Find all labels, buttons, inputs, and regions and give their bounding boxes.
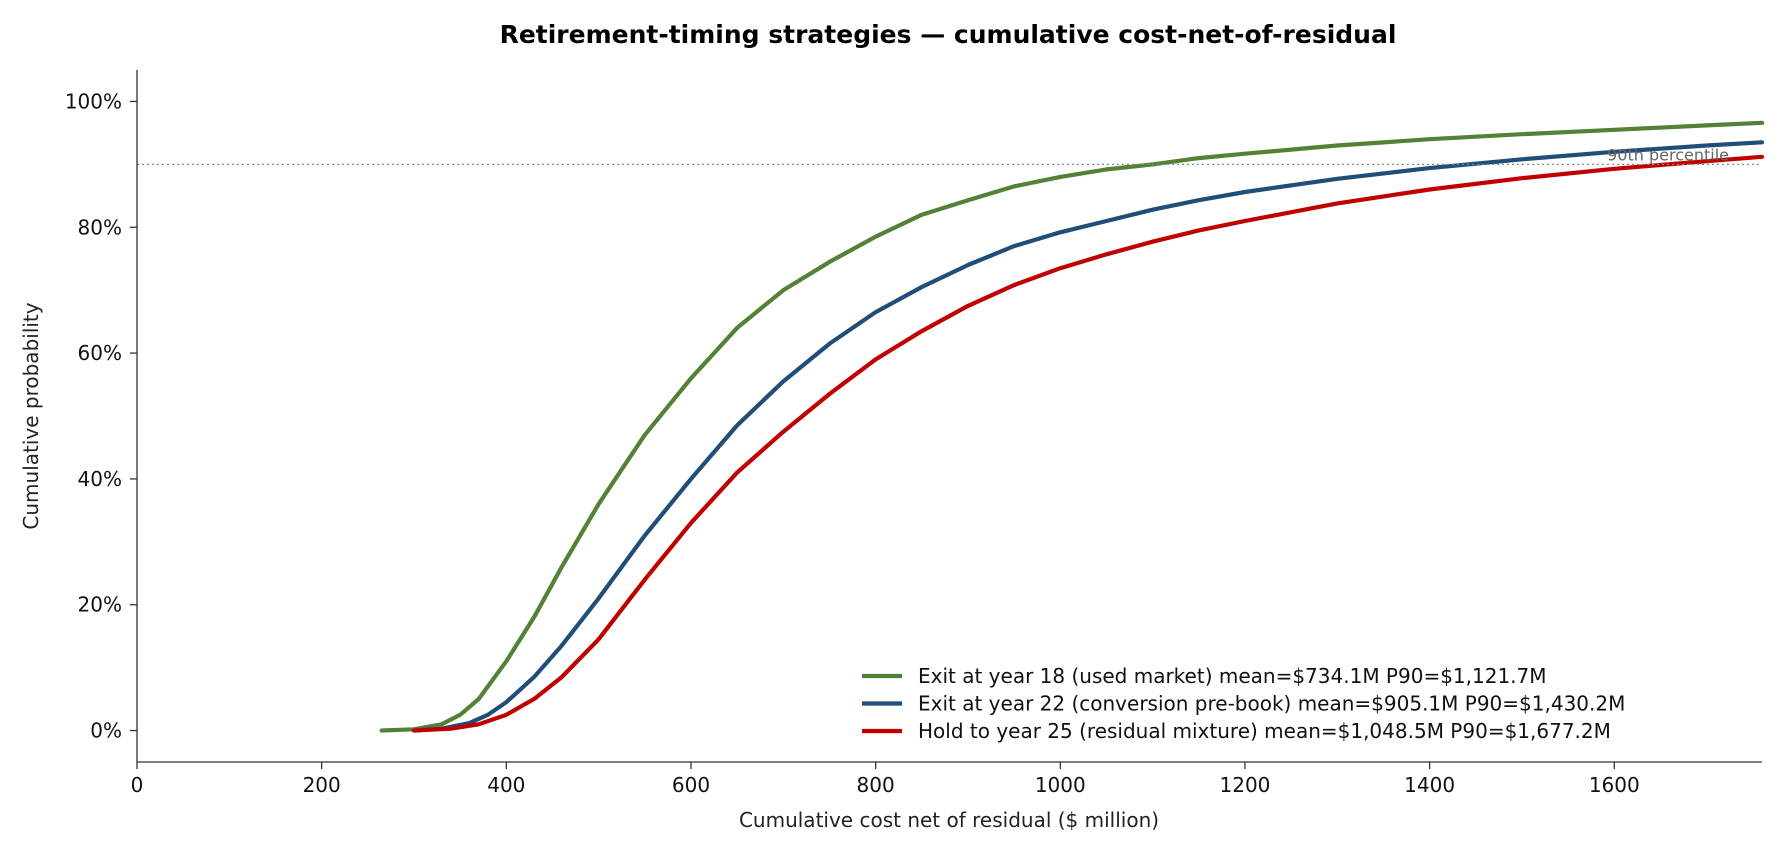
y-tick-label: 100% bbox=[65, 89, 122, 113]
x-axis-label: Cumulative cost net of residual ($ milli… bbox=[739, 808, 1159, 832]
x-tick-label: 800 bbox=[857, 773, 895, 797]
x-tick-label: 1000 bbox=[1035, 773, 1086, 797]
x-tick-label: 400 bbox=[487, 773, 525, 797]
legend: Exit at year 18 (used market) mean=$734.… bbox=[862, 664, 1625, 743]
x-tick-label: 0 bbox=[131, 773, 144, 797]
y-tick-label: 60% bbox=[78, 341, 122, 365]
y-tick-label: 20% bbox=[78, 593, 122, 617]
x-tick-label: 1400 bbox=[1404, 773, 1455, 797]
x-tick-label: 1600 bbox=[1589, 773, 1640, 797]
chart-title: Retirement-timing strategies — cumulativ… bbox=[500, 20, 1397, 49]
x-tick-label: 600 bbox=[672, 773, 710, 797]
y-tick-label: 40% bbox=[78, 467, 122, 491]
y-tick-label: 0% bbox=[90, 719, 122, 743]
y-axis-label: Cumulative probability bbox=[19, 302, 43, 529]
legend-label-1: Exit at year 18 (used market) mean=$734.… bbox=[918, 664, 1547, 688]
series-line-1 bbox=[379, 120, 1765, 733]
legend-label-3: Hold to year 25 (residual mixture) mean=… bbox=[918, 719, 1611, 743]
y-tick-label: 80% bbox=[78, 215, 122, 239]
x-tick-label: 1200 bbox=[1220, 773, 1271, 797]
legend-label-2: Exit at year 22 (conversion pre-book) me… bbox=[918, 692, 1625, 716]
y-ticks: 0% 20% 40% 60% 80% 100% bbox=[65, 89, 137, 743]
x-tick-label: 200 bbox=[303, 773, 341, 797]
series-line-2 bbox=[411, 140, 1765, 733]
p90-reference-label: 90th percentile bbox=[1607, 145, 1729, 164]
series-line-3 bbox=[411, 154, 1765, 733]
series-layer bbox=[379, 120, 1765, 733]
reference-layer: 90th percentile bbox=[137, 145, 1762, 166]
x-ticks: 0 200 400 600 800 1000 1200 1400 1600 bbox=[131, 762, 1640, 797]
